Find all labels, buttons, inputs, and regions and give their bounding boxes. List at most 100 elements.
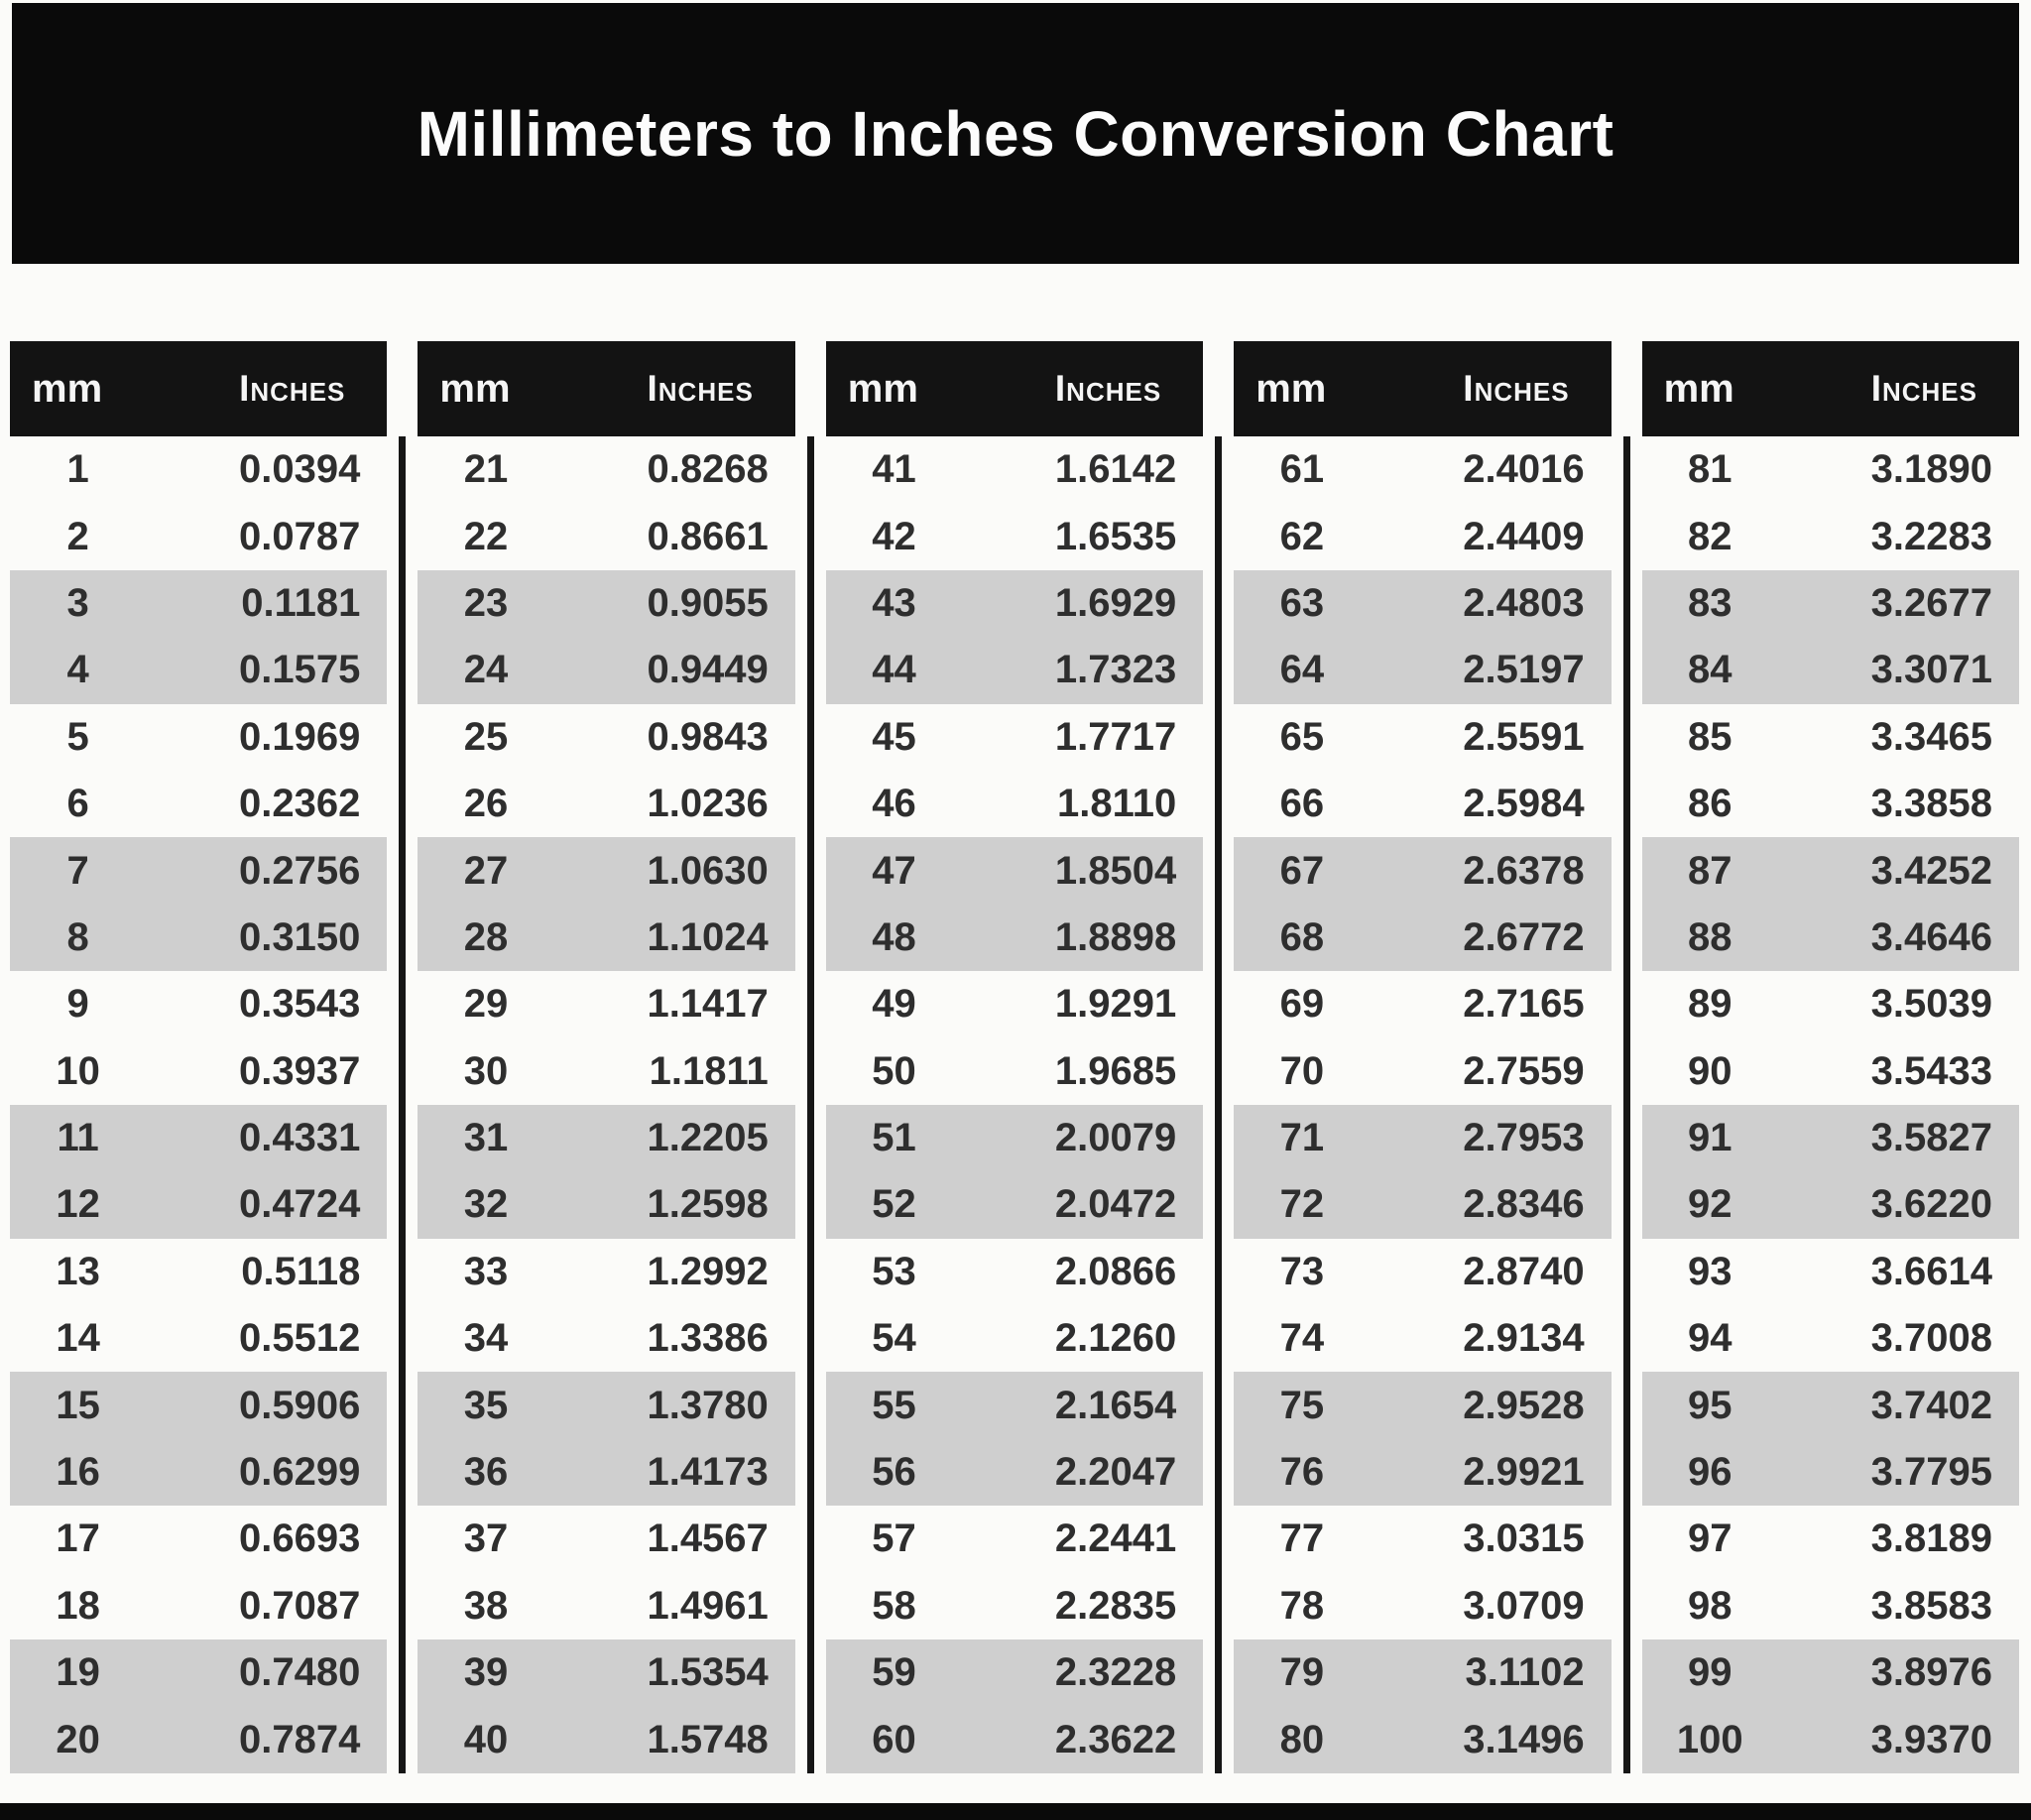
cell-inches-value: 2.4803 [1463,580,1585,625]
cell-inches-value: 1.6929 [1054,580,1177,625]
table-row: 52 2.0472 [825,1171,1204,1239]
table-row: 19 0.7480 [10,1639,388,1707]
cell-mm-value: 41 [872,447,916,492]
cell-inches-value: 1.6535 [1054,514,1177,558]
cell-mm-value: 94 [1688,1316,1732,1361]
table-row: 75 2.9528 [1234,1372,1612,1439]
table-row: 73 2.8740 [1234,1239,1611,1305]
cell-mm-value: 28 [463,914,509,959]
column-header-inches: Inches [1054,368,1162,409]
column-header-mm: mm [439,366,511,411]
table-row: 2 0.0787 [10,503,387,569]
cell-mm-value: 29 [463,982,509,1027]
conversion-table: mm Inches 81 3.1890 82 3.2283 83 3.2677 84 3.30… [1641,341,2019,1773]
cell-mm-value: 82 [1688,514,1732,558]
cell-mm-value: 85 [1688,714,1732,759]
cell-inches-value: 1.5354 [647,1650,769,1695]
cell-inches-value: 2.6378 [1463,848,1585,893]
cell-mm-value: 60 [872,1717,916,1761]
cell-mm-value: 97 [1688,1517,1732,1561]
table-row: 46 1.8110 [826,771,1203,837]
table-row: 69 2.7165 [1234,971,1611,1037]
table-row: 9 0.3543 [10,971,387,1037]
cell-inches-value: 0.8661 [647,514,769,558]
table-row: 56 2.2047 [825,1438,1204,1507]
table-row: 74 2.9134 [1234,1305,1611,1372]
table-row: 22 0.8661 [418,503,794,569]
table-row: 98 3.8583 [1642,1573,2019,1639]
cell-inches-value: 2.7165 [1463,982,1585,1027]
table-row: 40 1.5748 [418,1706,795,1773]
cell-mm-value: 63 [1279,580,1325,625]
cell-inches-value: 1.8898 [1054,914,1177,959]
cell-mm-value: 84 [1688,648,1732,692]
cell-mm-value: 37 [463,1517,509,1561]
table-row: 77 3.0315 [1234,1506,1611,1572]
table-row: 27 1.0630 [418,837,795,905]
table-row: 30 1.1811 [418,1038,794,1105]
table-row: 78 3.0709 [1234,1573,1611,1639]
cell-mm-value: 100 [1676,1717,1743,1761]
cell-mm-value: 11 [57,1116,99,1160]
cell-inches-value: 0.2756 [239,848,361,893]
cell-inches-value: 2.4409 [1463,514,1585,558]
cell-mm-value: 46 [872,782,916,826]
cell-inches-value: 0.0394 [239,447,361,492]
table-row: 58 2.2835 [826,1573,1203,1639]
cell-mm-value: 48 [872,914,916,959]
table-row: 68 2.6772 [1234,904,1612,972]
cell-mm-value: 88 [1688,914,1732,959]
cell-mm-value: 36 [463,1450,509,1495]
cell-inches-value: 1.7717 [1054,714,1177,759]
table-row: 37 1.4567 [418,1506,794,1572]
cell-mm-value: 10 [56,1048,100,1093]
cell-mm-value: 2 [66,514,89,558]
cell-inches-value: 3.1102 [1465,1650,1585,1695]
table-rows: 81 3.1890 82 3.2283 83 3.2677 84 3.3071 85 3.3465… [1641,436,2019,1773]
cell-mm-value: 59 [872,1650,916,1695]
cell-mm-value: 35 [463,1383,509,1427]
cell-inches-value: 0.8268 [647,447,769,492]
cell-inches-value: 2.0079 [1054,1116,1177,1160]
cell-mm-value: 53 [872,1249,916,1293]
cell-inches-value: 3.6614 [1870,1249,1992,1293]
cell-mm-value: 87 [1688,848,1732,893]
cell-mm-value: 4 [66,648,89,692]
cell-inches-value: 1.4961 [647,1583,769,1628]
cell-mm-value: 3 [66,580,89,625]
table-row: 41 1.6142 [826,436,1203,503]
table-row: 86 3.3858 [1642,771,2019,837]
cell-mm-value: 68 [1279,914,1325,959]
table-row: 67 2.6378 [1234,837,1612,905]
cell-mm-value: 18 [56,1583,100,1628]
cell-inches-value: 1.0236 [647,782,769,826]
cell-inches-value: 2.1260 [1054,1316,1177,1361]
table-row: 42 1.6535 [826,503,1203,569]
cell-mm-value: 80 [1279,1717,1325,1761]
cell-inches-value: 0.7480 [239,1650,361,1695]
table-row: 51 2.0079 [825,1104,1204,1172]
table-row: 3 0.1181 [10,569,388,638]
table-row: 99 3.8976 [1641,1639,2019,1707]
cell-inches-value: 1.3386 [647,1316,769,1361]
cell-mm-value: 42 [872,514,916,558]
cell-inches-value: 0.5906 [239,1383,361,1427]
cell-mm-value: 33 [463,1249,509,1293]
table-header: mm Inches [1234,341,1612,436]
cell-inches-value: 0.1969 [239,714,361,759]
table-row: 14 0.5512 [10,1305,387,1372]
cell-mm-value: 49 [872,982,916,1027]
cell-inches-value: 2.7559 [1463,1048,1585,1093]
table-rows: 41 1.6142 42 1.6535 43 1.6929 44 1.7323 45 1.7717… [825,436,1204,1773]
table-row: 24 0.9449 [418,637,795,704]
table-row: 26 1.0236 [418,771,794,837]
cell-inches-value: 1.4567 [647,1517,769,1561]
cell-mm-value: 78 [1279,1583,1325,1628]
cell-mm-value: 16 [56,1450,100,1495]
table-row: 13 0.5118 [10,1239,387,1305]
cell-mm-value: 20 [56,1717,100,1761]
cell-inches-value: 3.1496 [1463,1717,1585,1761]
table-row: 36 1.4173 [418,1438,795,1507]
cell-mm-value: 62 [1279,514,1325,558]
cell-mm-value: 71 [1279,1116,1325,1160]
